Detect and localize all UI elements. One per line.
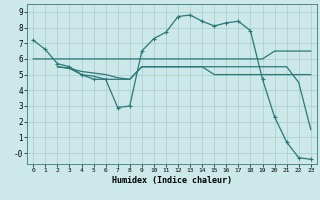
X-axis label: Humidex (Indice chaleur): Humidex (Indice chaleur): [112, 176, 232, 185]
